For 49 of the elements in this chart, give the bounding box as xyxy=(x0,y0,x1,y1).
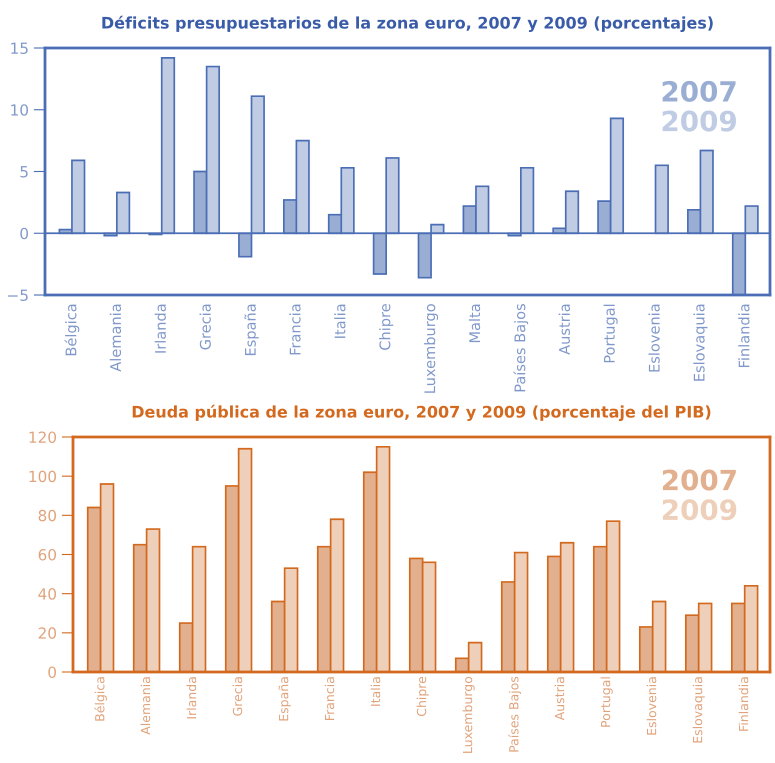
chart-title: Déficits presupuestarios de la zona euro, 2007 y 2009 (porcentajes) xyxy=(102,16,713,32)
x-tick-label: Luxemburgo xyxy=(424,304,438,393)
x-tick-label: Italia xyxy=(334,304,346,338)
x-tick-label: Finlandia xyxy=(738,677,748,731)
y-tick-label: −5 xyxy=(8,290,28,302)
x-tick-label: Eslovaquia xyxy=(693,304,708,381)
x-tick-label: Finlandia xyxy=(738,304,750,368)
x-tick-label: Austria xyxy=(554,677,564,720)
x-tick-label: Francia xyxy=(289,304,301,354)
y-tick-label: 60 xyxy=(38,548,56,561)
y-tick-label: 0 xyxy=(20,228,28,240)
y-tick-label: 10 xyxy=(11,104,28,116)
x-tick-label: Malta xyxy=(468,304,480,342)
x-tick-label: Bélgica xyxy=(64,304,80,356)
x-tick-label: Eslovaquia xyxy=(692,677,705,743)
x-tick-label: Alemania xyxy=(110,304,122,372)
series-label: 2009 xyxy=(662,499,736,520)
x-tick-label: Chipre xyxy=(416,676,429,716)
x-tick-label: Eslovenia xyxy=(648,304,660,372)
text: 2007 xyxy=(662,80,736,102)
text: 2007 xyxy=(662,470,736,491)
y-tick-label: 80 xyxy=(38,510,56,522)
y-tick-label: 15 xyxy=(11,42,28,54)
x-tick-label: Portugal xyxy=(604,304,618,362)
y-tick-label: 0 xyxy=(48,666,56,678)
x-tick-label: Portugal xyxy=(600,677,613,727)
x-tick-label: Francia xyxy=(324,677,334,720)
y-tick-label: 120 xyxy=(30,431,56,444)
x-tick-label: España xyxy=(244,304,259,356)
x-tick-label: Bélgica xyxy=(94,677,107,721)
x-tick-label: Grecia xyxy=(232,677,242,716)
y-tick-label: 5 xyxy=(20,166,28,178)
x-tick-label: Países Bajos xyxy=(514,304,528,392)
x-tick-label: Eslovenia xyxy=(646,677,656,735)
x-tick-label: Irlanda xyxy=(186,677,196,718)
x-tick-label: Países Bajos xyxy=(508,676,521,752)
series-label: 2009 xyxy=(662,110,736,132)
y-tick-label: 20 xyxy=(38,627,56,639)
y-tick-label: 100 xyxy=(30,470,56,482)
x-tick-label: Luxemburgo xyxy=(462,676,475,753)
x-tick-label: Austria xyxy=(558,304,570,355)
x-tick-label: Alemania xyxy=(140,677,150,735)
y-tick-label: 40 xyxy=(38,588,56,600)
chart-title: Deuda pública de la zona euro, 2007 y 2009 (porcentaje del PIB) xyxy=(132,404,710,421)
x-tick-label: Chipre xyxy=(379,304,394,350)
x-tick-label: Italia xyxy=(370,677,380,706)
x-tick-label: España xyxy=(278,677,291,721)
x-tick-label: Grecia xyxy=(200,304,211,350)
x-tick-label: Irlanda xyxy=(154,304,166,353)
